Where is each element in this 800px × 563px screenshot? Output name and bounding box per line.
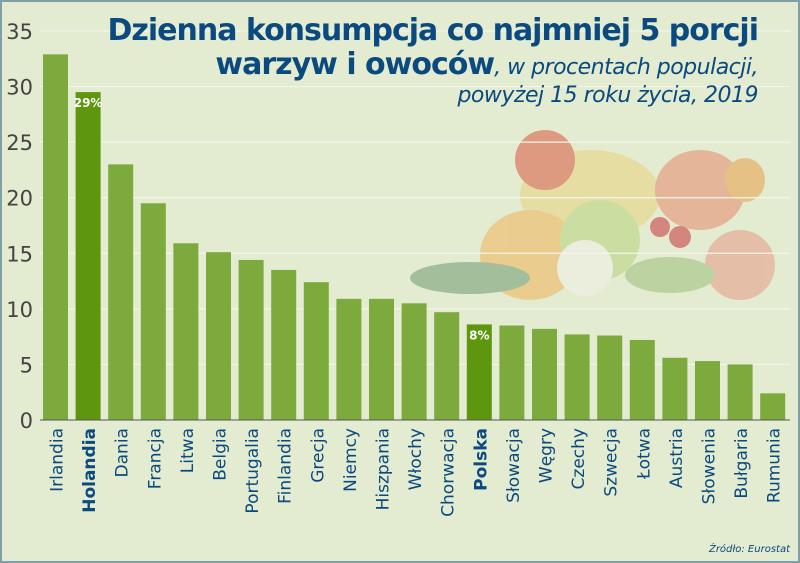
bar-Rumunia bbox=[760, 393, 786, 420]
x-tick-label: Finlandia bbox=[276, 428, 296, 504]
x-tick-label: Portugalia bbox=[243, 428, 263, 514]
x-tick-label: Austria bbox=[667, 428, 687, 488]
x-tick-label: Słowenia bbox=[700, 428, 720, 504]
x-tick-label: Słowacja bbox=[504, 428, 524, 503]
bar-Bułgaria bbox=[727, 364, 753, 420]
y-tick-label: 10 bbox=[6, 298, 33, 322]
x-tick-label: Włochy bbox=[406, 428, 426, 490]
x-tick-label: Francja bbox=[145, 428, 165, 489]
bar-Portugalia bbox=[238, 259, 264, 420]
x-tick-label: Hiszpania bbox=[374, 428, 394, 510]
bar-Niemcy bbox=[336, 298, 362, 420]
bar-Czechy bbox=[564, 334, 590, 420]
bar-Litwa bbox=[173, 243, 199, 420]
bar-Hiszpania bbox=[369, 298, 394, 420]
x-tick-label: Niemcy bbox=[341, 428, 361, 492]
x-tick-label: Czechy bbox=[569, 428, 589, 489]
bar-Włochy bbox=[401, 303, 427, 420]
x-tick-label: Holandia bbox=[80, 428, 100, 513]
bar-Szwecja bbox=[597, 335, 623, 420]
chart-title: Dzienna konsumpcja co najmniej 5 porcji … bbox=[107, 13, 759, 110]
bar-Holandia bbox=[75, 92, 101, 420]
bar-Słowenia bbox=[695, 361, 720, 420]
bar-Łotwa bbox=[629, 339, 655, 420]
title-line-1: Dzienna konsumpcja co najmniej 5 porcji bbox=[107, 13, 759, 48]
bar-Austria bbox=[662, 357, 688, 420]
y-tick-label: 5 bbox=[20, 353, 33, 377]
title-line-2-italic: , w procentach populacji, bbox=[494, 55, 758, 80]
x-tick-label: Irlandia bbox=[48, 428, 68, 492]
y-tick-label: 0 bbox=[20, 409, 33, 433]
y-tick-label: 20 bbox=[6, 187, 33, 211]
y-tick-label: 30 bbox=[6, 76, 33, 100]
x-tick-label: Łotwa bbox=[634, 428, 654, 480]
x-tick-label: Węgry bbox=[537, 428, 557, 483]
title-line-2: warzyw i owoców, w procentach populacji, bbox=[108, 48, 758, 82]
y-tick-label: 25 bbox=[6, 131, 33, 155]
x-tick-label: Litwa bbox=[178, 428, 198, 473]
title-line-3: powyżej 15 roku życia, 2019 bbox=[457, 83, 758, 108]
x-tick-label: Dania bbox=[113, 428, 133, 477]
vegetables-illustration bbox=[410, 130, 775, 300]
x-tick-label: Bułgaria bbox=[732, 428, 752, 499]
y-tick-label: 15 bbox=[6, 242, 33, 266]
bar-Grecja bbox=[303, 282, 329, 420]
x-tick-label: Polska bbox=[471, 428, 491, 491]
title-line-2-bold: warzyw i owoców bbox=[215, 47, 495, 82]
x-tick-label: Chorwacja bbox=[439, 428, 459, 517]
data-label: 29% bbox=[74, 96, 103, 110]
bar-Słowacja bbox=[499, 325, 525, 420]
bar-Chorwacja bbox=[434, 312, 460, 420]
data-label: 8% bbox=[469, 328, 489, 342]
x-tick-label: Grecja bbox=[308, 428, 328, 483]
source-note: Źródło: Eurostat bbox=[708, 544, 790, 555]
bar-Polska bbox=[466, 324, 492, 420]
bar-Finlandia bbox=[271, 269, 297, 420]
bar-Dania bbox=[108, 164, 134, 420]
bar-Belgia bbox=[206, 252, 231, 420]
x-tick-label: Belgia bbox=[211, 428, 231, 481]
y-tick-label: 35 bbox=[6, 20, 33, 44]
x-tick-label: Szwecja bbox=[602, 428, 622, 497]
bar-Francja bbox=[140, 203, 166, 420]
bar-Węgry bbox=[532, 328, 557, 420]
x-tick-label: Rumunia bbox=[765, 428, 785, 503]
bar-Irlandia bbox=[43, 54, 68, 421]
